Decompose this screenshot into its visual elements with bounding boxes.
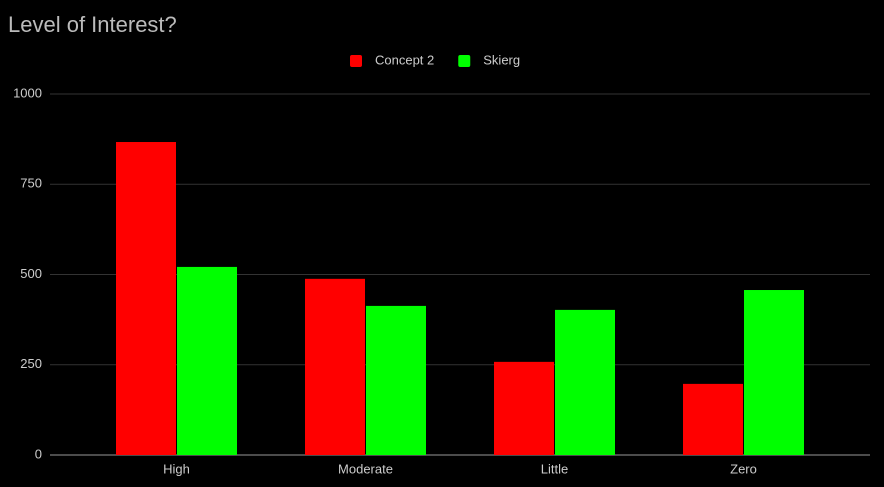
y-tick-label: 750 xyxy=(20,176,42,191)
x-tick-label: Little xyxy=(541,461,568,476)
legend-swatch xyxy=(458,55,471,67)
bar xyxy=(305,278,365,455)
chart-title: Level of Interest? xyxy=(8,12,177,37)
bar xyxy=(366,305,426,455)
y-tick-label: 250 xyxy=(20,356,42,371)
legend-label: Skierg xyxy=(483,52,520,67)
bar xyxy=(744,290,804,455)
legend-label: Concept 2 xyxy=(375,52,434,67)
y-tick-label: 1000 xyxy=(13,85,42,100)
x-tick-label: Zero xyxy=(730,461,757,476)
legend-swatch xyxy=(350,55,362,67)
bar xyxy=(555,309,615,455)
bar xyxy=(494,361,554,455)
bar xyxy=(177,266,237,455)
y-tick-label: 0 xyxy=(35,446,42,461)
bar xyxy=(116,142,176,455)
bar xyxy=(683,383,743,455)
x-tick-label: Moderate xyxy=(338,461,393,476)
y-tick-label: 500 xyxy=(20,266,42,281)
x-tick-label: High xyxy=(163,461,190,476)
